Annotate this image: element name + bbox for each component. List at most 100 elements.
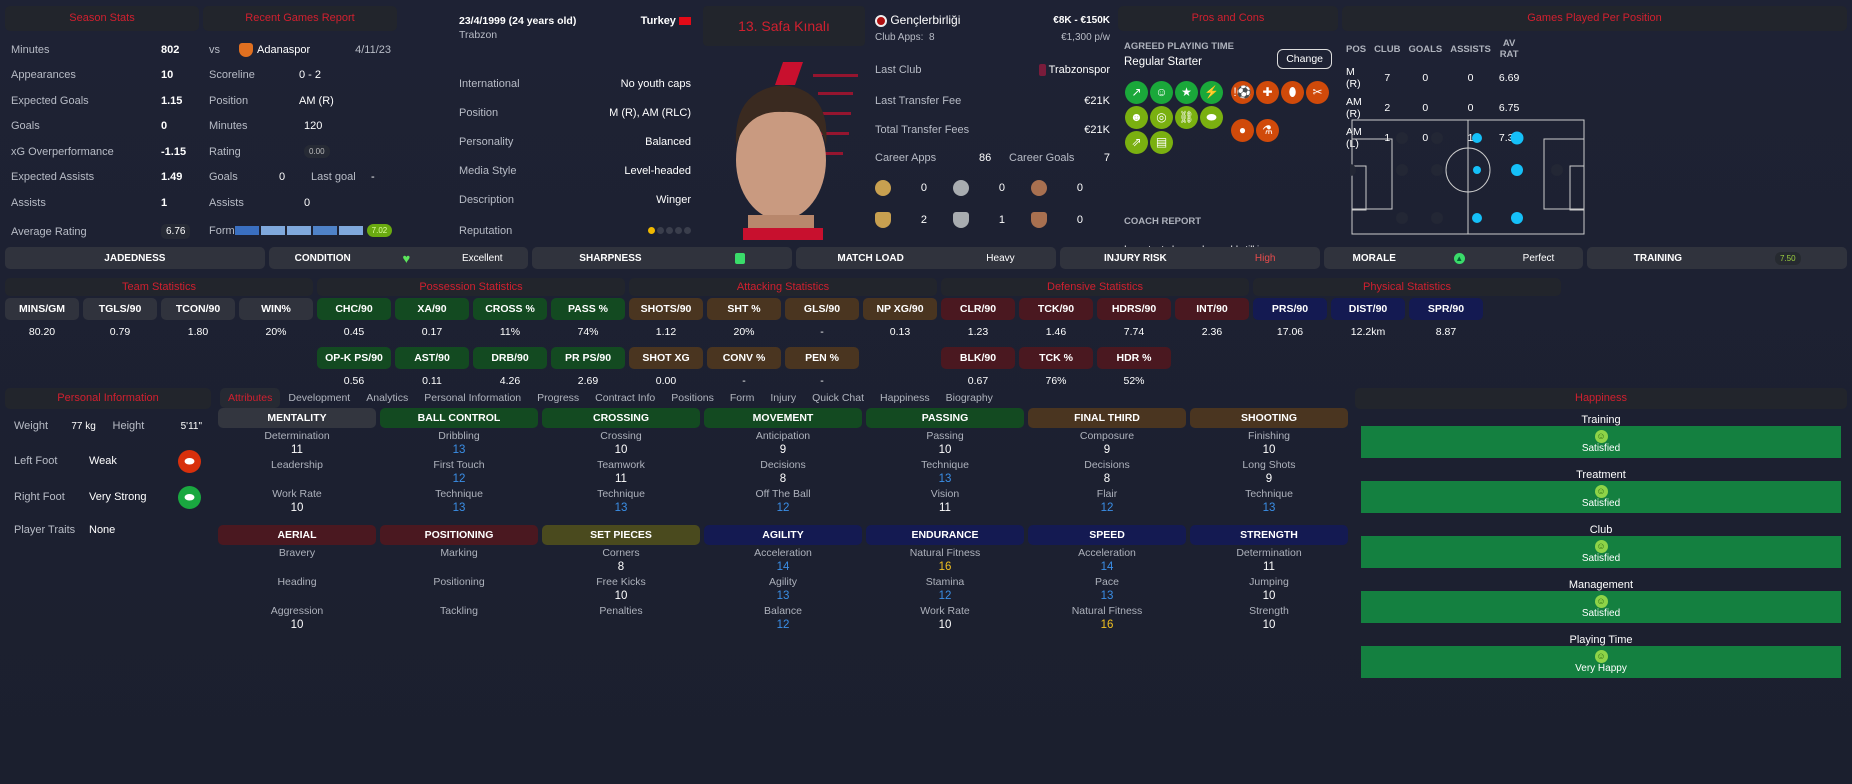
- target-icon[interactable]: ◎: [1150, 106, 1173, 129]
- stat-value: 8.87: [1435, 326, 1457, 338]
- attribute-label: Anticipation: [755, 430, 811, 442]
- column-header[interactable]: ASSISTS: [1450, 43, 1491, 55]
- trophy-icon: [953, 212, 969, 228]
- stat-value: 76%: [1045, 375, 1067, 387]
- attribute-group-mentality: MENTALITY Determination 11 Leadership Work R…: [218, 408, 376, 515]
- attribute-label: Off The Ball: [755, 488, 811, 500]
- tab-analytics[interactable]: Analytics: [366, 392, 409, 404]
- season-stat-row: Expected Assists 1.49: [11, 165, 193, 191]
- flask-icon[interactable]: ⚗: [1256, 118, 1279, 142]
- stat-group: Attacking Statistics SHOTS/90 1.12 SHT % 20%…: [629, 278, 937, 391]
- bio-value: M (R), AM (RLC): [609, 106, 691, 119]
- stat-cell: BLK/90 0.67: [941, 347, 1015, 391]
- cone-smile-icon[interactable]: ☺: [1150, 81, 1173, 104]
- tab-development[interactable]: Development: [288, 392, 351, 404]
- boot-icon[interactable]: ⬬: [1200, 106, 1223, 129]
- head-icon[interactable]: ☻: [1125, 106, 1148, 129]
- career-goals: 7: [1103, 152, 1110, 164]
- report-icon[interactable]: ▤: [1150, 131, 1173, 154]
- stat-cell: HDR % 52%: [1097, 347, 1171, 391]
- tab-progress[interactable]: Progress: [537, 392, 580, 404]
- attribute-value: 9: [1265, 473, 1273, 485]
- season-stat-value: -1.15: [161, 145, 187, 158]
- last-fee-label: Last Transfer Fee: [875, 95, 962, 107]
- position-cell: 0: [1422, 102, 1429, 114]
- column-header[interactable]: CLUB: [1374, 43, 1401, 55]
- stat-group-title: Attacking Statistics: [629, 278, 937, 296]
- ball-head-icon[interactable]: ●: [1231, 118, 1254, 142]
- broken-bone-icon[interactable]: ✂: [1306, 81, 1329, 104]
- tab-quick-chat[interactable]: Quick Chat: [812, 392, 865, 404]
- attribute-group-title: AGILITY: [704, 525, 862, 545]
- column-header[interactable]: GOALS: [1408, 43, 1443, 55]
- attribute-label: Technique: [1245, 488, 1293, 500]
- last-club[interactable]: Trabzonspor: [1048, 63, 1110, 76]
- tab-form[interactable]: Form: [729, 392, 755, 404]
- assists-label: Assists: [209, 196, 244, 209]
- tab-contract-info[interactable]: Contract Info: [595, 392, 656, 404]
- trend-up-icon[interactable]: ↗: [1125, 81, 1148, 104]
- tab-happiness[interactable]: Happiness: [880, 392, 930, 404]
- attribute-label: Vision: [930, 488, 960, 500]
- match-rating: 0.00: [304, 145, 330, 159]
- status-match-load: MATCH LOAD Heavy: [796, 247, 1056, 269]
- attribute-value: 13: [452, 502, 466, 514]
- tab-injury[interactable]: Injury: [770, 392, 797, 404]
- season-stat-value: 10: [161, 69, 174, 82]
- position-cell: 0: [1422, 132, 1429, 144]
- tab-positions[interactable]: Positions: [671, 392, 714, 404]
- happiness-item: Treatment ☺ Satisfied: [1355, 469, 1847, 513]
- tab-biography[interactable]: Biography: [945, 392, 993, 404]
- status-bar: JADEDNESS CONDITION ♥ Excellent SHARPNESS MAT…: [5, 247, 1848, 269]
- opponent-link[interactable]: Adanaspor: [257, 43, 311, 56]
- stat-group: Possession Statistics CHC/90 0.45 XA/90 0.17…: [317, 278, 625, 391]
- season-stat-value: 0: [161, 120, 168, 133]
- attribute-label: Decisions: [1084, 459, 1130, 471]
- medical-cross-icon[interactable]: ✚: [1256, 81, 1279, 104]
- boots-icon[interactable]: ⚡: [1200, 81, 1223, 104]
- right-boot-icon: ⬬: [178, 485, 201, 509]
- medals-count: 0: [998, 182, 1005, 194]
- tab-personal-information[interactable]: Personal Information: [424, 392, 522, 404]
- ball-alert-icon[interactable]: !⚽: [1231, 81, 1254, 104]
- attribute-label: Technique: [435, 488, 483, 500]
- attribute-group-aerial: AERIAL Bravery Heading Aggression 10: [218, 525, 376, 632]
- medal-item: 0: [1031, 180, 1109, 196]
- positions-table: POS CLUB GOALS ASSISTS AV RAT M (R) 7 0 0 6.69 AM …: [1342, 35, 1523, 153]
- position-row: M (R) 7 0 0 6.69: [1342, 63, 1523, 93]
- attribute-group-positioning: POSITIONING Marking Positioning Tackling: [380, 525, 538, 632]
- status-injury-risk: INJURY RISK High: [1059, 247, 1320, 269]
- smiley-icon: ☺: [1594, 595, 1608, 608]
- opponent-badge-icon: [239, 42, 253, 57]
- tab-attributes[interactable]: Attributes: [220, 388, 281, 408]
- stat-group: Defensive Statistics CLR/90 1.23 TCK/90 1.46…: [941, 278, 1249, 391]
- season-stats-panel: Season Stats Minutes 802 Appearances 10 Expe…: [5, 6, 199, 248]
- stat-cell: SPR/90 8.87: [1409, 298, 1483, 342]
- cone-trend-icon[interactable]: ⇗: [1125, 131, 1148, 154]
- position-cell: 2: [1384, 102, 1391, 114]
- stat-value: 20%: [265, 326, 287, 338]
- attribute-value: 12: [776, 619, 790, 631]
- club-name[interactable]: Gençlerbirliği: [890, 13, 961, 27]
- reputation-dot: [648, 227, 655, 234]
- chain-icon[interactable]: ⛓: [1175, 106, 1198, 129]
- season-stat-label: Goals: [11, 120, 40, 133]
- season-stat-row: xG Overperformance -1.15: [11, 139, 193, 165]
- column-header[interactable]: AV RAT: [1499, 38, 1519, 60]
- stat-cell: TGLS/90 0.79: [83, 298, 157, 342]
- star-icon[interactable]: ★: [1175, 81, 1198, 104]
- stat-group-title: Physical Statistics: [1253, 278, 1561, 296]
- reputation-dot: [657, 227, 664, 234]
- attribute-group-crossing: CROSSING Crossing 10 Teamwork 11 Technique 13: [542, 408, 700, 515]
- foot-icon[interactable]: ⬮: [1281, 81, 1304, 104]
- attribute-value: 11: [615, 473, 627, 485]
- position-cell: 6.69: [1498, 72, 1520, 84]
- medals-count: 0: [1076, 182, 1083, 194]
- profile-tabs: Attributes Development Analytics Personal I…: [220, 388, 1001, 408]
- nationality[interactable]: Turkey: [640, 15, 676, 27]
- agreed-playing-time-label: AGREED PLAYING TIME: [1124, 41, 1234, 52]
- column-header[interactable]: POS: [1346, 43, 1367, 55]
- stat-cell: SHT % 20%: [707, 298, 781, 342]
- change-button[interactable]: Change: [1277, 49, 1332, 69]
- stat-group: Physical Statistics PRS/90 17.06 DIST/90 12.…: [1253, 278, 1561, 391]
